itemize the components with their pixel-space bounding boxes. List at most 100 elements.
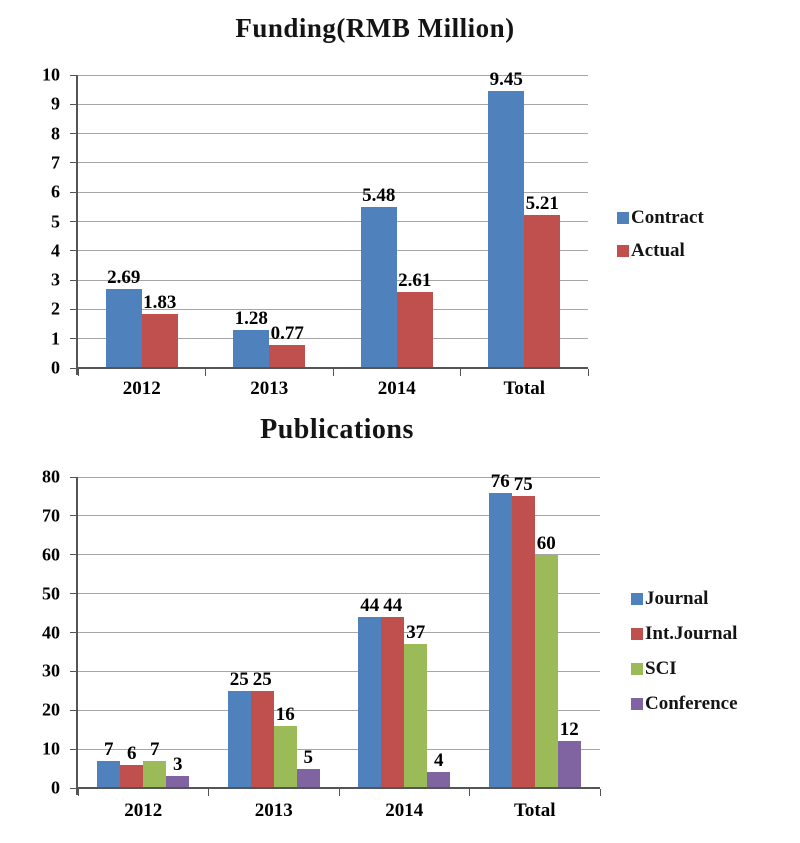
y-axis-label: 7 [51, 152, 60, 173]
legend-item-contract: Contract [617, 207, 704, 229]
bar-conference-total [557, 741, 581, 788]
value-label-conference-2013: 5 [303, 746, 314, 768]
x-axis-category-label: Total [503, 378, 546, 399]
x-axis-tick [587, 369, 589, 376]
y-axis-label: 2 [51, 298, 60, 319]
y-axis-tick [70, 250, 78, 252]
gridline-y-4 [78, 250, 588, 252]
y-axis-tick [70, 593, 78, 595]
x-axis-tick [208, 789, 209, 796]
x-axis-tick [205, 369, 206, 376]
gridline-y-10 [78, 748, 600, 750]
legend-label-journal: Journal [645, 588, 709, 609]
y-axis-tick [70, 670, 78, 672]
gridline-y-1 [78, 338, 588, 340]
legend-label-actual: Actual [631, 240, 685, 261]
x-axis-tick [332, 369, 334, 376]
bar-actual-2012 [141, 314, 178, 368]
legend-item-sci: SCI [631, 658, 677, 680]
x-axis-category-label: 2012 [122, 378, 161, 399]
bar-sci-2014 [404, 644, 428, 788]
x-axis-tick [469, 789, 470, 796]
x-axis-tick [338, 789, 340, 796]
y-axis-tick [70, 554, 78, 556]
bar-int-journal-2014 [381, 616, 405, 788]
gridline-y-2 [78, 308, 588, 310]
y-axis-label: 30 [42, 660, 60, 681]
value-label-journal-2013: 25 [229, 668, 249, 690]
x-axis-line [76, 787, 600, 789]
value-label-actual-total: 5.21 [525, 193, 559, 215]
bar-contract-2013 [233, 330, 270, 368]
value-label-contract-total: 9.45 [489, 69, 523, 91]
value-label-int-journal-2014: 44 [383, 594, 403, 616]
legend-swatch-actual [617, 245, 629, 257]
value-label-contract-2013: 1.28 [234, 308, 268, 330]
x-axis-tick [460, 369, 461, 376]
y-axis-label: 6 [51, 181, 60, 202]
gridline-y-5 [78, 221, 588, 222]
y-axis-tick [70, 191, 78, 193]
y-axis-tick [70, 279, 78, 281]
gridline-y-70 [78, 515, 600, 517]
value-label-conference-total: 12 [559, 719, 579, 741]
y-axis-tick [70, 338, 78, 340]
y-axis-label: 0 [51, 357, 60, 378]
bar-actual-total [524, 215, 561, 368]
bar-journal-2013 [227, 690, 251, 788]
x-axis-category-label: 2013 [250, 378, 289, 399]
gridline-y-7 [78, 162, 588, 164]
legend-swatch-sci [631, 663, 643, 675]
value-label-int-journal-total: 75 [513, 474, 533, 496]
value-label-int-journal-2012: 6 [127, 742, 137, 764]
bar-sci-2013 [273, 725, 297, 788]
gridline-y-50 [78, 593, 600, 595]
legend-swatch-journal [631, 593, 643, 605]
y-axis-label: 40 [42, 622, 60, 642]
legend-item-int-journal: Int.Journal [631, 623, 737, 645]
y-axis-label: 70 [42, 505, 60, 526]
value-label-sci-2012: 7 [150, 738, 160, 760]
y-axis-tick [70, 367, 78, 369]
legend-label-conference: Conference [645, 693, 738, 714]
bar-sci-total [534, 554, 558, 788]
legend-swatch-contract [617, 212, 629, 224]
y-axis-label: 0 [51, 777, 60, 798]
value-label-sci-2014: 37 [406, 622, 426, 644]
x-axis-tick [77, 369, 79, 376]
gridline-y-10 [78, 74, 588, 76]
legend-swatch-conference [631, 698, 643, 710]
y-axis-label: 10 [42, 64, 60, 85]
gridline-y-6 [78, 191, 588, 193]
y-axis-tick [70, 162, 78, 164]
value-label-journal-total: 76 [490, 470, 510, 492]
legend-label-contract: Contract [631, 207, 704, 228]
bar-conference-2014 [427, 772, 451, 788]
value-label-journal-2012: 7 [104, 738, 114, 760]
x-axis-category-label: Total [513, 800, 556, 821]
gridline-y-60 [78, 554, 600, 556]
y-axis-label: 80 [42, 466, 60, 487]
bar-sci-2012 [143, 760, 167, 788]
y-axis-line [76, 75, 78, 375]
gridline-y-30 [78, 670, 600, 672]
value-label-sci-total: 60 [536, 532, 556, 554]
y-axis-label: 50 [42, 583, 60, 604]
bar-journal-2014 [358, 616, 382, 788]
y-axis-label: 4 [51, 240, 60, 261]
value-label-contract-2014: 5.48 [362, 185, 396, 207]
bar-int-journal-2012 [120, 764, 144, 788]
publications-chart-title: Publications [260, 414, 414, 445]
value-label-contract-2012: 2.69 [107, 267, 141, 289]
y-axis-tick [70, 476, 78, 478]
y-axis-line [76, 477, 78, 795]
gridline-y-9 [78, 103, 588, 105]
y-axis-tick [70, 709, 78, 711]
x-axis-tick [77, 789, 79, 796]
bar-conference-2012 [166, 776, 190, 788]
gridline-y-3 [78, 279, 588, 281]
legend-item-journal: Journal [631, 588, 708, 610]
y-axis-tick [70, 748, 78, 750]
